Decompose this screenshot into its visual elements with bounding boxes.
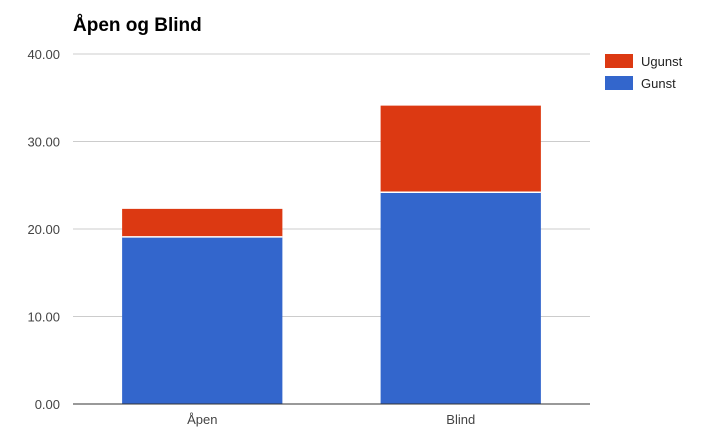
legend-swatch-gunst	[605, 76, 633, 90]
legend-label-ugunst: Ugunst	[641, 54, 683, 69]
legend-label-gunst: Gunst	[641, 76, 676, 91]
x-tick-label: Blind	[446, 412, 475, 427]
bar-ugunst	[122, 208, 283, 237]
legend-swatch-ugunst	[605, 54, 633, 68]
bar-gunst	[380, 192, 541, 404]
axes: 0.00 10.00 20.00 30.00 40.00 Åpen Blind	[27, 47, 590, 427]
legend: Ugunst Gunst	[605, 54, 683, 91]
x-tick-label: Åpen	[187, 412, 217, 427]
y-tick-label: 40.00	[27, 47, 60, 62]
bar-ugunst	[380, 105, 541, 193]
chart-title: Åpen og Blind	[73, 15, 202, 36]
y-tick-label: 30.00	[27, 135, 60, 150]
y-tick-label: 0.00	[35, 397, 60, 412]
bar-gunst	[122, 236, 283, 404]
bars	[122, 105, 541, 404]
y-tick-label: 10.00	[27, 310, 60, 325]
y-tick-label: 20.00	[27, 222, 60, 237]
